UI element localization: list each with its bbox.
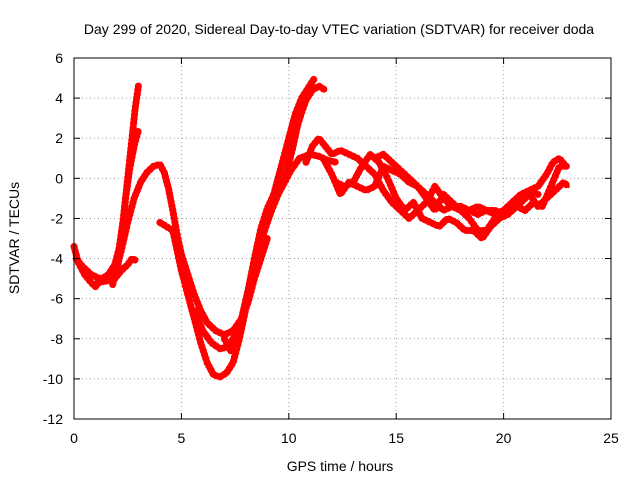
y-tick-label: -4 [51, 251, 64, 267]
y-tick-labels: -12 -10 -8 -6 -4 -2 0 2 4 6 [43, 50, 63, 427]
x-axis-label: GPS time / hours [287, 458, 394, 474]
axis-ticks [73, 57, 612, 420]
y-tick-label: 6 [55, 50, 63, 66]
y-axis-label: SDTVAR / TECUs [6, 182, 22, 294]
y-tick-label: -6 [51, 291, 64, 307]
y-tick-label: 4 [55, 90, 63, 106]
series-markers-trace-9 [319, 154, 572, 234]
y-tick-label: 0 [55, 170, 63, 186]
x-tick-label: 10 [281, 430, 297, 446]
chart-title: Day 299 of 2020, Sidereal Day-to-day VTE… [84, 21, 594, 37]
x-tick-labels: 0 5 10 15 20 25 [70, 430, 619, 446]
series-markers-trace-11 [371, 150, 542, 218]
y-tick-label: -12 [43, 411, 63, 427]
series-markers-trace-3 [94, 255, 140, 287]
y-tick-label: -8 [51, 331, 64, 347]
x-tick-label: 20 [496, 430, 512, 446]
x-tick-label: 5 [178, 430, 186, 446]
y-tick-label: -10 [43, 371, 63, 387]
y-tick-label: 2 [55, 130, 63, 146]
plot-frame [73, 57, 612, 420]
y-tick-label: -2 [51, 210, 64, 226]
data-series [70, 74, 572, 381]
x-tick-label: 0 [70, 430, 78, 446]
x-tick-label: 15 [388, 430, 404, 446]
x-tick-label: 25 [603, 430, 619, 446]
series-markers-trace-7 [220, 74, 319, 355]
grid-lines [74, 58, 611, 419]
